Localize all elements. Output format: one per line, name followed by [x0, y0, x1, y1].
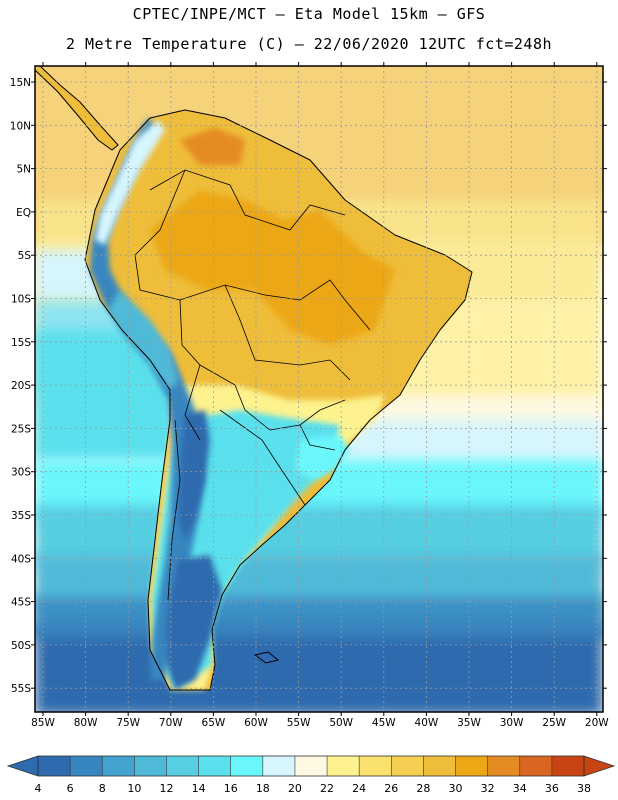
colorbar-labels: 4 6 8 10 12 14 16 18 20 22 24 26 28 30 32 34 36 38 — [35, 782, 592, 795]
colorbar-segment — [262, 756, 296, 776]
colorbar-label: 18 — [256, 782, 270, 795]
colorbar-label: 36 — [545, 782, 559, 795]
lat-label: 30S — [11, 467, 31, 479]
temperature-field — [35, 66, 603, 712]
colorbar-segment — [327, 756, 360, 776]
country-borders — [134, 169, 371, 601]
lon-label: 25W — [542, 717, 566, 729]
lon-label: 60W — [244, 717, 268, 729]
colorbar-label: 4 — [35, 782, 42, 795]
colorbar-segment — [455, 756, 489, 776]
colorbar-segment — [38, 756, 71, 776]
lon-label: 45W — [372, 717, 396, 729]
lat-label: 20S — [11, 380, 31, 392]
lat-label: 5N — [16, 164, 31, 176]
axis-ticks — [31, 62, 607, 716]
colorbar-label: 34 — [513, 782, 527, 795]
lat-label: 45S — [11, 597, 31, 609]
map-frame — [34, 65, 604, 713]
colorbar-segment — [166, 756, 200, 776]
latitude-labels: 15N 10N 5N EQ 5S 10S 15S 20S 25S 30S 35S 40S 45S 50S 5… — [10, 77, 32, 695]
colorbar-label: 22 — [320, 782, 334, 795]
map-title-line-1: CPTEC/INPE/MCT – Eta Model 15km – GFS — [132, 5, 486, 23]
colorbar-segment — [70, 756, 103, 776]
lon-label: 80W — [74, 717, 98, 729]
lat-label: 55S — [11, 683, 31, 695]
map-title-line-2: 2 Metre Temperature (C) – 22/06/2020 12U… — [65, 35, 553, 53]
colorbar-segment — [551, 756, 585, 776]
lon-label: 70W — [159, 717, 183, 729]
colorbar-label: 10 — [127, 782, 141, 795]
colorbar — [6, 755, 616, 777]
lon-label: 20W — [585, 717, 609, 729]
colorbar-segment — [230, 756, 264, 776]
lat-label: EQ — [16, 207, 31, 219]
lon-label: 35W — [457, 717, 481, 729]
colorbar-segment — [198, 756, 232, 776]
lon-label: 85W — [31, 717, 55, 729]
colorbar-label: 6 — [67, 782, 74, 795]
colorbar-segment — [519, 756, 553, 776]
colorbar-segment — [423, 756, 457, 776]
colorbar-label: 26 — [384, 782, 398, 795]
lat-label: 15N — [10, 77, 31, 89]
lat-label: 10N — [10, 120, 31, 132]
lat-label: 10S — [11, 294, 31, 306]
colorbar-label: 28 — [416, 782, 430, 795]
colorbar-segment — [102, 756, 135, 776]
colorbar-segment — [391, 756, 424, 776]
lat-label: 35S — [11, 510, 31, 522]
lat-label: 5S — [18, 250, 32, 262]
colorbar-label: 8 — [99, 782, 106, 795]
lat-label: 50S — [11, 640, 31, 652]
lon-label: 65W — [202, 717, 226, 729]
lon-label: 55W — [287, 717, 311, 729]
colorbar-label: 20 — [288, 782, 302, 795]
lat-label: 25S — [11, 423, 31, 435]
colorbar-segment — [134, 756, 167, 776]
colorbar-arrow-low — [6, 755, 39, 777]
colorbar-segment — [487, 756, 521, 776]
colorbar-label: 30 — [449, 782, 463, 795]
colorbar-label: 14 — [192, 782, 206, 795]
colorbar-label: 16 — [224, 782, 238, 795]
lon-label: 50W — [329, 717, 353, 729]
longitude-labels: 85W 80W 75W 70W 65W 60W 55W 50W 45W 40W 35W 30W 25W 2… — [31, 717, 609, 729]
colorbar-segment — [294, 756, 328, 776]
colorbar-label: 38 — [577, 782, 591, 795]
colorbar-label: 12 — [159, 782, 173, 795]
colorbar-segment — [359, 756, 392, 776]
lat-label: 40S — [11, 553, 31, 565]
colorbar-arrow-high — [583, 755, 616, 777]
lon-label: 40W — [415, 717, 439, 729]
colorbar-label: 24 — [352, 782, 366, 795]
colorbar-label: 32 — [481, 782, 495, 795]
lat-label: 15S — [11, 337, 31, 349]
lon-label: 30W — [500, 717, 524, 729]
lon-label: 75W — [116, 717, 140, 729]
